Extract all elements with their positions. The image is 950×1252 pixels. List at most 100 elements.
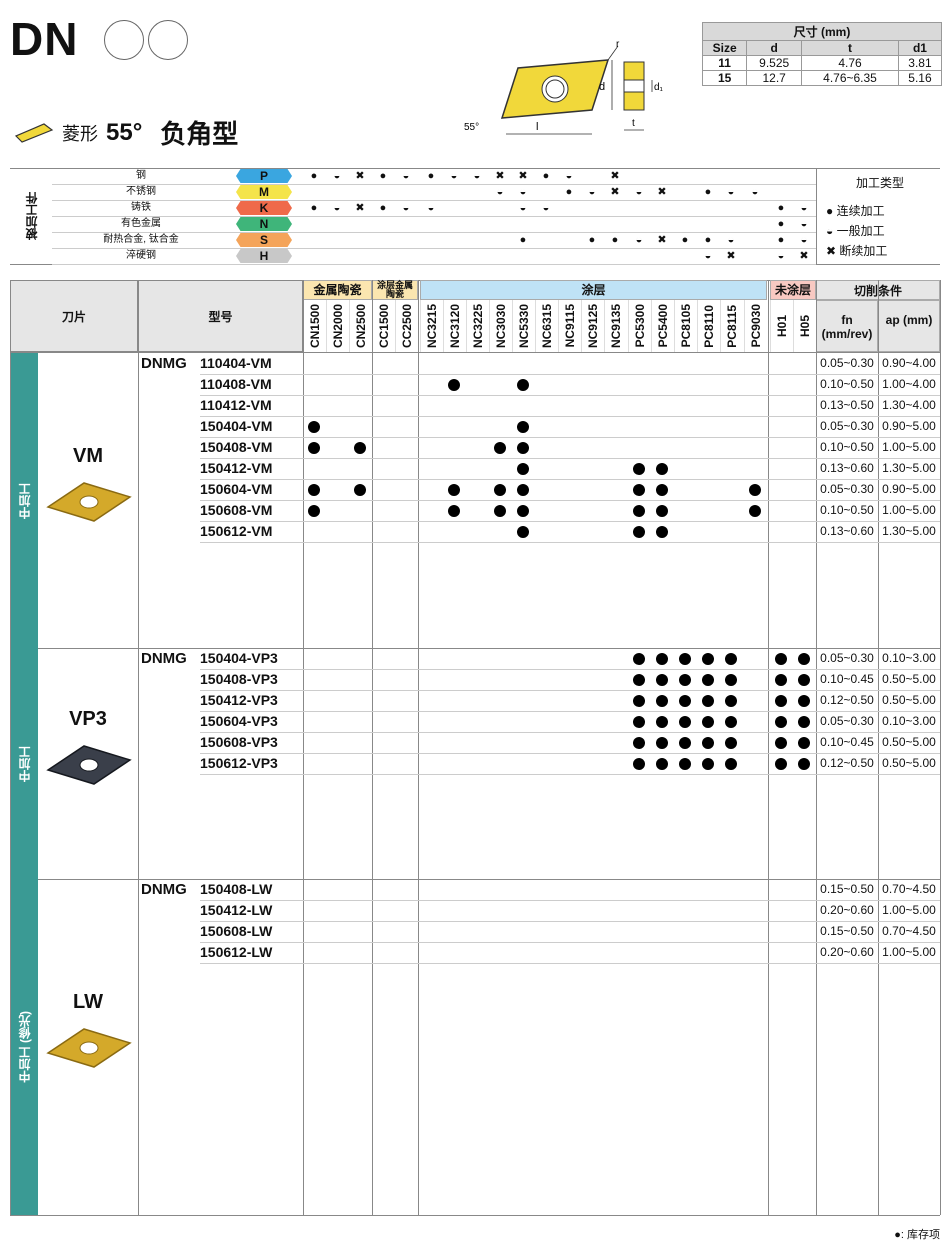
machining-type-icon: ◒ — [751, 186, 759, 198]
material-name: 耐热合金, 钛合金 — [103, 234, 179, 245]
model-number: 150412-VM — [200, 460, 273, 476]
machining-type-icon: ● — [542, 170, 550, 182]
machining-type-icon: ◒ — [800, 202, 808, 214]
row-line — [200, 921, 940, 922]
insert-name: VP3 — [69, 707, 107, 730]
stock-dot — [798, 737, 810, 749]
row-line — [200, 458, 940, 459]
grade-header: NC3120 — [443, 300, 466, 352]
model-number: 110408-VM — [200, 376, 272, 392]
legend-title: 加工类型 — [855, 176, 904, 190]
grade-header: PC9030 — [744, 300, 767, 352]
circle-icon — [104, 20, 144, 60]
machining-type-icon: ● — [427, 170, 435, 182]
machining-type-icon: ◒ — [565, 170, 573, 182]
machining-type-icon: ● — [588, 234, 596, 246]
stock-dot — [656, 737, 668, 749]
legend-item: ● 连续加工 — [826, 204, 885, 218]
insert-header: 刀片 — [10, 280, 138, 352]
grade-header: NC6315 — [535, 300, 558, 352]
column-tint — [420, 352, 443, 1215]
grade-header: PC5400 — [651, 300, 674, 352]
grade-name: H05 — [798, 314, 812, 337]
machining-type-icon: ◒ — [519, 202, 527, 214]
stock-dot — [798, 695, 810, 707]
dim-cell: 9.525 — [746, 55, 803, 71]
row-line — [52, 248, 816, 249]
machining-type-icon: ◒ — [800, 218, 808, 230]
column-tint — [770, 352, 793, 1215]
ap-value: 0.10~3.00 — [882, 714, 936, 728]
material-name: 淬硬钢 — [126, 250, 156, 261]
grade-header: CN2500 — [349, 300, 372, 352]
stock-dot — [308, 421, 320, 433]
grade-name: NC9135 — [609, 303, 623, 349]
row-line — [52, 232, 816, 233]
grade-name: PC5400 — [656, 304, 670, 348]
stock-dot — [656, 484, 668, 496]
stock-dot — [633, 505, 645, 517]
dim-col: Size — [701, 40, 748, 56]
model-number: 150612-VM — [200, 523, 273, 539]
machining-type-icon: ● — [310, 202, 318, 214]
ap-value: 1.30~5.00 — [882, 461, 936, 475]
column-tint — [697, 352, 720, 1215]
grade-name: CC1500 — [377, 303, 391, 349]
model-number: 150412-VP3 — [200, 692, 278, 708]
machining-type-icon: ◒ — [333, 202, 341, 214]
stock-dot — [633, 758, 645, 770]
machining-type-icon: ✖ — [799, 250, 809, 262]
row-line — [52, 264, 816, 265]
grade-name: NC3225 — [471, 303, 485, 349]
stock-dot — [517, 526, 529, 538]
group-label: 中加工 (修光) — [18, 1011, 32, 1083]
stock-dot — [679, 653, 691, 665]
machining-type-icon: ◒ — [635, 234, 643, 246]
grade-name: PC8110 — [702, 304, 716, 348]
fn-value: 0.05~0.30 — [820, 714, 874, 728]
circle-icon — [148, 20, 188, 60]
stock-dot — [656, 674, 668, 686]
stock-dot — [798, 674, 810, 686]
column-tint — [720, 352, 743, 1215]
stock-dot — [308, 442, 320, 454]
machining-type-icon: ● — [519, 234, 527, 246]
model-number: 150408-VM — [200, 439, 273, 455]
fn-value: 0.13~0.60 — [820, 524, 874, 538]
model-prefix: DNMG — [141, 355, 187, 372]
row-line — [200, 374, 940, 375]
grade-header: PC8110 — [697, 300, 720, 352]
stock-dot — [775, 758, 787, 770]
stock-dot — [517, 484, 529, 496]
grade-header: CC1500 — [372, 300, 395, 352]
grade-name: CN2500 — [354, 303, 368, 349]
machining-type-icon: ● — [611, 234, 619, 246]
divider — [10, 168, 940, 169]
stock-dot — [702, 737, 714, 749]
ap-value: 0.50~5.00 — [882, 693, 936, 707]
fn-value: 0.10~0.50 — [820, 503, 874, 517]
divider — [816, 168, 817, 264]
grade-name: NC3030 — [494, 303, 508, 349]
stock-dot — [702, 758, 714, 770]
column-tint — [395, 352, 418, 1215]
column-tint — [372, 352, 395, 1215]
row-line — [200, 669, 940, 670]
column-tint — [326, 352, 349, 1215]
insert-name: LW — [73, 991, 103, 1013]
stock-dot — [656, 505, 668, 517]
fn-header: fn (mm/rev) — [816, 300, 878, 352]
row-line — [200, 774, 940, 775]
fn-value: 0.13~0.60 — [820, 461, 874, 475]
machining-type-icon: ● — [681, 234, 689, 246]
stock-dot — [354, 442, 366, 454]
stock-dot — [725, 695, 737, 707]
stock-dot — [679, 758, 691, 770]
column-tint — [581, 352, 604, 1215]
machining-type-icon: ✖ — [610, 186, 620, 198]
grade-name: PC5300 — [633, 304, 647, 348]
workpiece-side-label: 被加工件 — [10, 168, 52, 264]
stock-dot — [798, 758, 810, 770]
grade-header: H01 — [770, 300, 793, 352]
stock-dot — [354, 484, 366, 496]
